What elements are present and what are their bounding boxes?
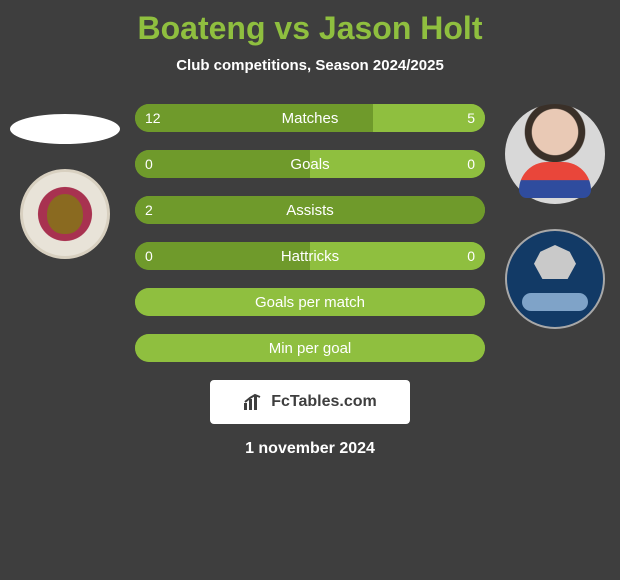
stats-bars: 125Matches 00Goals 2Assists 00Hattricks Goal… xyxy=(135,104,485,362)
right-player-avatar xyxy=(505,104,605,204)
page-title: Boateng vs Jason Holt xyxy=(0,0,620,47)
stat-label: Hattricks xyxy=(135,242,485,270)
stat-bar: 00Goals xyxy=(135,150,485,178)
footer-date: 1 november 2024 xyxy=(0,440,620,458)
stat-bar: Goals per match xyxy=(135,288,485,316)
site-badge: FcTables.com xyxy=(210,380,410,424)
stat-label: Matches xyxy=(135,104,485,132)
left-club-badge xyxy=(20,169,110,259)
stat-bar: 00Hattricks xyxy=(135,242,485,270)
stat-label: Assists xyxy=(135,196,485,224)
site-label: FcTables.com xyxy=(271,393,377,411)
stat-bar: 2Assists xyxy=(135,196,485,224)
right-club-badge xyxy=(505,229,605,329)
stat-label: Goals xyxy=(135,150,485,178)
right-player-column xyxy=(495,104,615,329)
left-player-avatar xyxy=(10,114,120,144)
page-subtitle: Club competitions, Season 2024/2025 xyxy=(0,57,620,74)
stat-bar: 125Matches xyxy=(135,104,485,132)
left-player-column xyxy=(5,104,125,259)
stat-bar: Min per goal xyxy=(135,334,485,362)
comparison-main: 125Matches 00Goals 2Assists 00Hattricks Goal… xyxy=(0,104,620,362)
stat-label: Min per goal xyxy=(135,334,485,362)
chart-icon xyxy=(243,393,265,411)
stat-label: Goals per match xyxy=(135,288,485,316)
